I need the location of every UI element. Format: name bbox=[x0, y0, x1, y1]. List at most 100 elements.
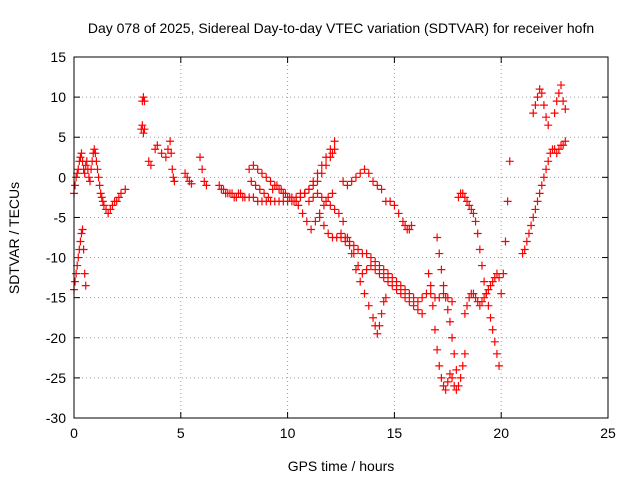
data-point-marker bbox=[409, 293, 418, 302]
data-point-marker bbox=[379, 297, 388, 306]
data-point-marker bbox=[313, 177, 322, 186]
plot-frame bbox=[73, 56, 609, 419]
data-point-marker bbox=[351, 173, 360, 182]
y-tick-label: -20 bbox=[46, 330, 66, 346]
data-point-marker bbox=[439, 381, 448, 390]
data-point-marker bbox=[272, 181, 281, 190]
data-point-marker bbox=[91, 149, 100, 158]
data-point-marker bbox=[311, 217, 320, 226]
data-point-marker bbox=[343, 181, 352, 190]
data-point-marker bbox=[80, 269, 89, 278]
data-point-marker bbox=[433, 233, 442, 242]
data-point-marker bbox=[439, 281, 448, 290]
data-point-marker bbox=[486, 313, 495, 322]
data-point-marker bbox=[260, 189, 269, 198]
data-point-marker bbox=[322, 197, 331, 206]
tick-labels: 0 5 10 15 20 25 -30 -25 -20 -15 -10 -5 0 5 10 15 bbox=[46, 49, 616, 441]
data-point-marker bbox=[396, 281, 405, 290]
data-point-marker bbox=[166, 137, 175, 146]
data-point-marker bbox=[266, 177, 275, 186]
data-point-marker bbox=[394, 209, 403, 218]
chart-title: Day 078 of 2025, Sidereal Day-to-day VTE… bbox=[88, 20, 594, 36]
data-point-marker bbox=[392, 285, 401, 294]
data-point-marker bbox=[484, 285, 493, 294]
data-point-marker bbox=[460, 193, 469, 202]
data-point-marker bbox=[114, 193, 123, 202]
data-point-marker bbox=[86, 177, 95, 186]
data-point-marker bbox=[448, 333, 457, 342]
data-point-marker bbox=[458, 189, 467, 198]
data-point-marker bbox=[463, 301, 472, 310]
data-point-marker bbox=[300, 189, 309, 198]
data-point-marker bbox=[167, 149, 176, 158]
data-point-marker bbox=[104, 209, 113, 218]
data-point-marker bbox=[473, 229, 482, 238]
data-point-marker bbox=[351, 265, 360, 274]
data-point-marker bbox=[315, 213, 324, 222]
data-point-marker bbox=[535, 85, 544, 94]
data-point-marker bbox=[339, 217, 348, 226]
data-point-marker bbox=[531, 101, 540, 110]
data-point-marker bbox=[95, 181, 104, 190]
data-point-marker bbox=[255, 185, 264, 194]
data-point-marker bbox=[533, 93, 542, 102]
data-point-marker bbox=[249, 193, 258, 202]
data-point-marker bbox=[169, 173, 178, 182]
data-point-marker bbox=[330, 205, 339, 214]
data-point-marker bbox=[84, 173, 93, 182]
data-point-marker bbox=[309, 181, 318, 190]
data-point-marker bbox=[202, 181, 211, 190]
data-point-marker bbox=[153, 141, 162, 150]
grid-lines bbox=[74, 57, 608, 418]
data-point-marker bbox=[73, 261, 82, 270]
data-point-marker bbox=[196, 153, 205, 162]
data-point-marker bbox=[426, 289, 435, 298]
data-point-marker bbox=[486, 281, 495, 290]
data-point-marker bbox=[544, 121, 553, 130]
data-point-marker bbox=[257, 169, 266, 178]
data-point-marker bbox=[108, 201, 117, 210]
data-point-marker bbox=[345, 241, 354, 250]
x-tick-label: 10 bbox=[280, 425, 296, 441]
data-point-marker bbox=[428, 301, 437, 310]
data-point-marker bbox=[71, 181, 80, 190]
y-axis-label: SDTVAR / TECUs bbox=[6, 182, 22, 294]
data-point-marker bbox=[339, 177, 348, 186]
data-point-marker bbox=[140, 97, 149, 106]
data-point-marker bbox=[337, 233, 345, 242]
data-point-marker bbox=[371, 265, 380, 274]
data-point-marker bbox=[249, 161, 258, 170]
data-point-marker bbox=[97, 193, 106, 202]
data-point-marker bbox=[236, 189, 245, 198]
data-point-marker bbox=[262, 173, 271, 182]
data-point-marker bbox=[561, 137, 570, 146]
data-point-marker bbox=[418, 293, 427, 302]
data-point-marker bbox=[435, 361, 444, 370]
data-point-marker bbox=[304, 197, 313, 206]
data-point-marker bbox=[77, 149, 86, 158]
data-point-marker bbox=[522, 237, 531, 246]
data-point-marker bbox=[373, 181, 382, 190]
data-point-marker bbox=[477, 297, 486, 306]
data-point-marker bbox=[469, 289, 478, 298]
data-point-marker bbox=[298, 209, 307, 218]
data-point-marker bbox=[499, 269, 508, 278]
data-point-marker bbox=[388, 281, 397, 290]
data-point-marker bbox=[452, 365, 461, 374]
data-point-marker bbox=[529, 213, 538, 222]
x-tick-label: 0 bbox=[70, 425, 78, 441]
y-tick-label: -10 bbox=[46, 250, 66, 266]
data-point-marker bbox=[264, 193, 273, 202]
y-tick-label: -15 bbox=[46, 290, 66, 306]
data-point-marker bbox=[112, 197, 121, 206]
data-point-marker bbox=[375, 261, 384, 270]
data-point-marker bbox=[360, 165, 369, 174]
data-point-marker bbox=[433, 345, 442, 354]
data-point-marker bbox=[492, 349, 501, 358]
data-point-marker bbox=[405, 289, 414, 298]
data-point-marker bbox=[430, 325, 439, 334]
data-point-marker bbox=[326, 201, 335, 210]
data-point-marker bbox=[96, 189, 105, 198]
x-tick-label: 20 bbox=[493, 425, 509, 441]
